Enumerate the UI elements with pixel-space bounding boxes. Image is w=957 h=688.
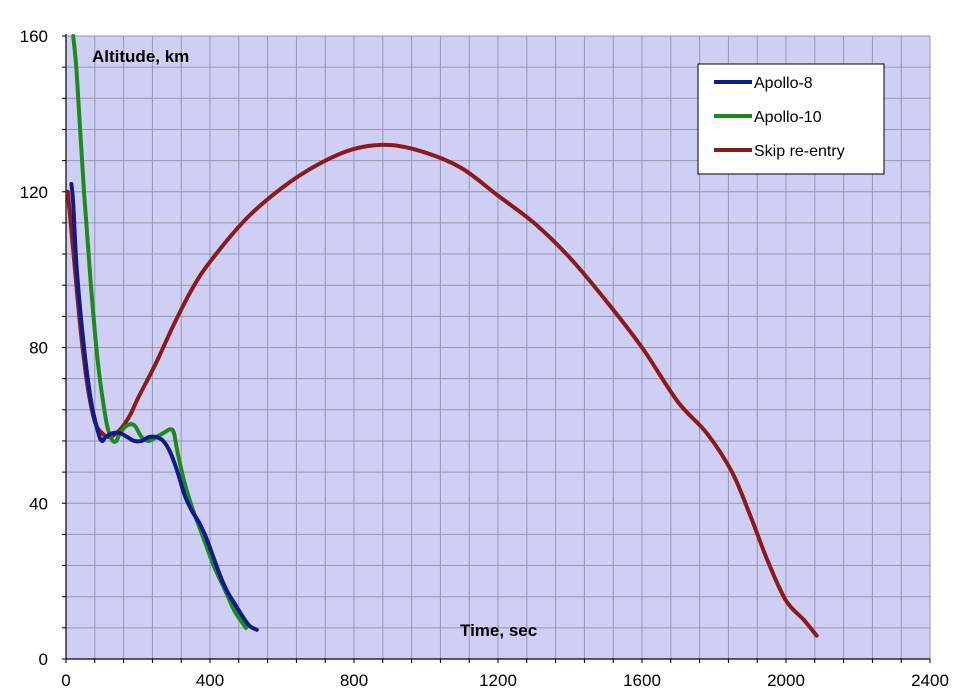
- x-tick-label: 1200: [479, 671, 517, 688]
- x-tick-label: 1600: [623, 671, 661, 688]
- grid: [66, 35, 931, 659]
- series-line-apollo-8: [69, 181, 259, 632]
- x-tick-label: 2000: [767, 671, 805, 688]
- axes: [62, 34, 931, 663]
- legend-label-skip-re-entry: Skip re-entry: [754, 143, 845, 160]
- y-axis-label: Altitude, km: [92, 47, 189, 66]
- y-tick-label: 40: [29, 494, 48, 513]
- y-tick-label: 80: [29, 339, 48, 358]
- x-tick-label: 0: [61, 671, 70, 688]
- legend-label-apollo-8: Apollo-8: [754, 75, 813, 92]
- y-tick-label: 120: [20, 183, 48, 202]
- y-tick-label: 0: [39, 650, 48, 669]
- x-tick-label: 2400: [911, 671, 949, 688]
- legend: Apollo-8 Apollo-10 Skip re-entry: [697, 63, 885, 175]
- x-axis-label: Time, sec: [460, 621, 537, 640]
- y-tick-label: 160: [20, 27, 48, 46]
- x-tick-label: 400: [196, 671, 224, 688]
- legend-label-apollo-10: Apollo-10: [754, 109, 822, 126]
- series-lines: [65, 34, 819, 638]
- x-tick-label: 800: [340, 671, 368, 688]
- series-line-apollo-10: [71, 34, 248, 630]
